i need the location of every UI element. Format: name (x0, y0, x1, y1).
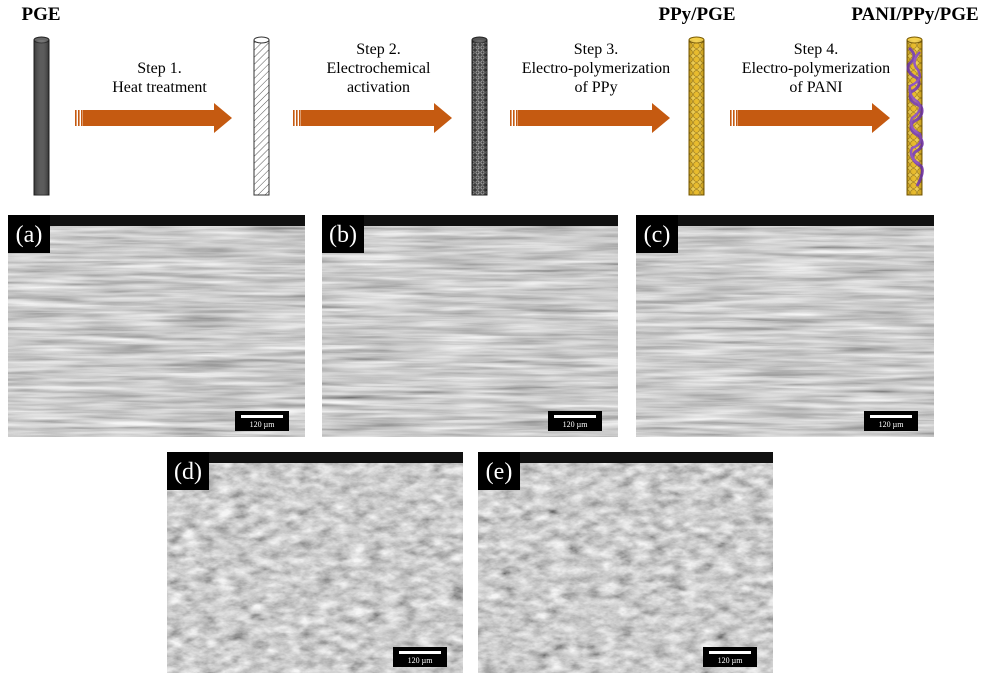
panel-label: (a) (16, 222, 43, 248)
arrow-tail (513, 110, 515, 126)
arrow-tail (730, 110, 732, 126)
panel-label: (b) (329, 222, 357, 248)
step-text: of PANI (789, 79, 842, 96)
step-text: Electro-polymerization (522, 60, 670, 77)
arrow-tail (293, 110, 295, 126)
arrow (301, 103, 452, 133)
step-text: of PPy (574, 79, 617, 96)
step-text: Step 4. (794, 41, 838, 58)
sem-top (8, 215, 305, 226)
scale-bar (241, 415, 283, 418)
arrow-tail (516, 110, 518, 126)
arrow-tail (510, 110, 512, 126)
step-text: Step 1. (137, 60, 181, 77)
panel-label: (e) (486, 459, 513, 485)
arrow (518, 103, 670, 133)
scale-bar (554, 415, 596, 418)
sem-texture (167, 452, 463, 673)
panel-label: (d) (174, 459, 202, 485)
sem-image: (a) 120 µm (8, 215, 305, 437)
arrow (738, 103, 890, 133)
step-text: Heat treatment (112, 79, 207, 96)
arrow-tail (736, 110, 738, 126)
sem-top (478, 452, 773, 463)
sem-image: (d) 120 µm (167, 452, 463, 673)
panel-label: (c) (644, 222, 671, 248)
arrow-tail (81, 110, 83, 126)
arrow-tail (296, 110, 298, 126)
rod-heat (254, 40, 269, 195)
sem-top (322, 215, 618, 226)
step-text: Step 3. (574, 41, 618, 58)
scale-bar-label: 120 µm (250, 420, 276, 429)
sem-image: (c) 120 µm (636, 215, 934, 437)
sem-texture (478, 452, 773, 673)
electrode-label: PPy/PGE (658, 4, 735, 25)
scale-bar-label: 120 µm (879, 420, 905, 429)
scale-bar-label: 120 µm (408, 656, 434, 665)
arrow-tail (733, 110, 735, 126)
electrode-label: PANI/PPy/PGE (851, 4, 978, 25)
sem-texture (322, 215, 618, 437)
figure: PGE PPy/PGE PANI/PPy/PGE Step 1. Heat treatm… (0, 0, 988, 673)
arrow-tail (78, 110, 80, 126)
sem-top (636, 215, 934, 226)
sem-texture (8, 215, 305, 437)
arrow (83, 103, 232, 133)
step-text: activation (347, 79, 410, 96)
sem-texture (636, 215, 934, 437)
scale-bar (709, 651, 751, 654)
step-text: Step 2. (356, 41, 400, 58)
sem-image: (b) 120 µm (322, 215, 618, 437)
sem-top (167, 452, 463, 463)
electrode-label: PGE (21, 4, 60, 25)
sem-image: (e) 120 µm (478, 452, 773, 673)
step-text: Electrochemical (327, 60, 431, 77)
scale-bar-label: 120 µm (563, 420, 589, 429)
scale-bar-label: 120 µm (718, 656, 744, 665)
step-text: Electro-polymerization (742, 60, 890, 77)
scale-bar (399, 651, 441, 654)
scale-bar (870, 415, 912, 418)
arrow-tail (75, 110, 77, 126)
arrow-tail (299, 110, 301, 126)
